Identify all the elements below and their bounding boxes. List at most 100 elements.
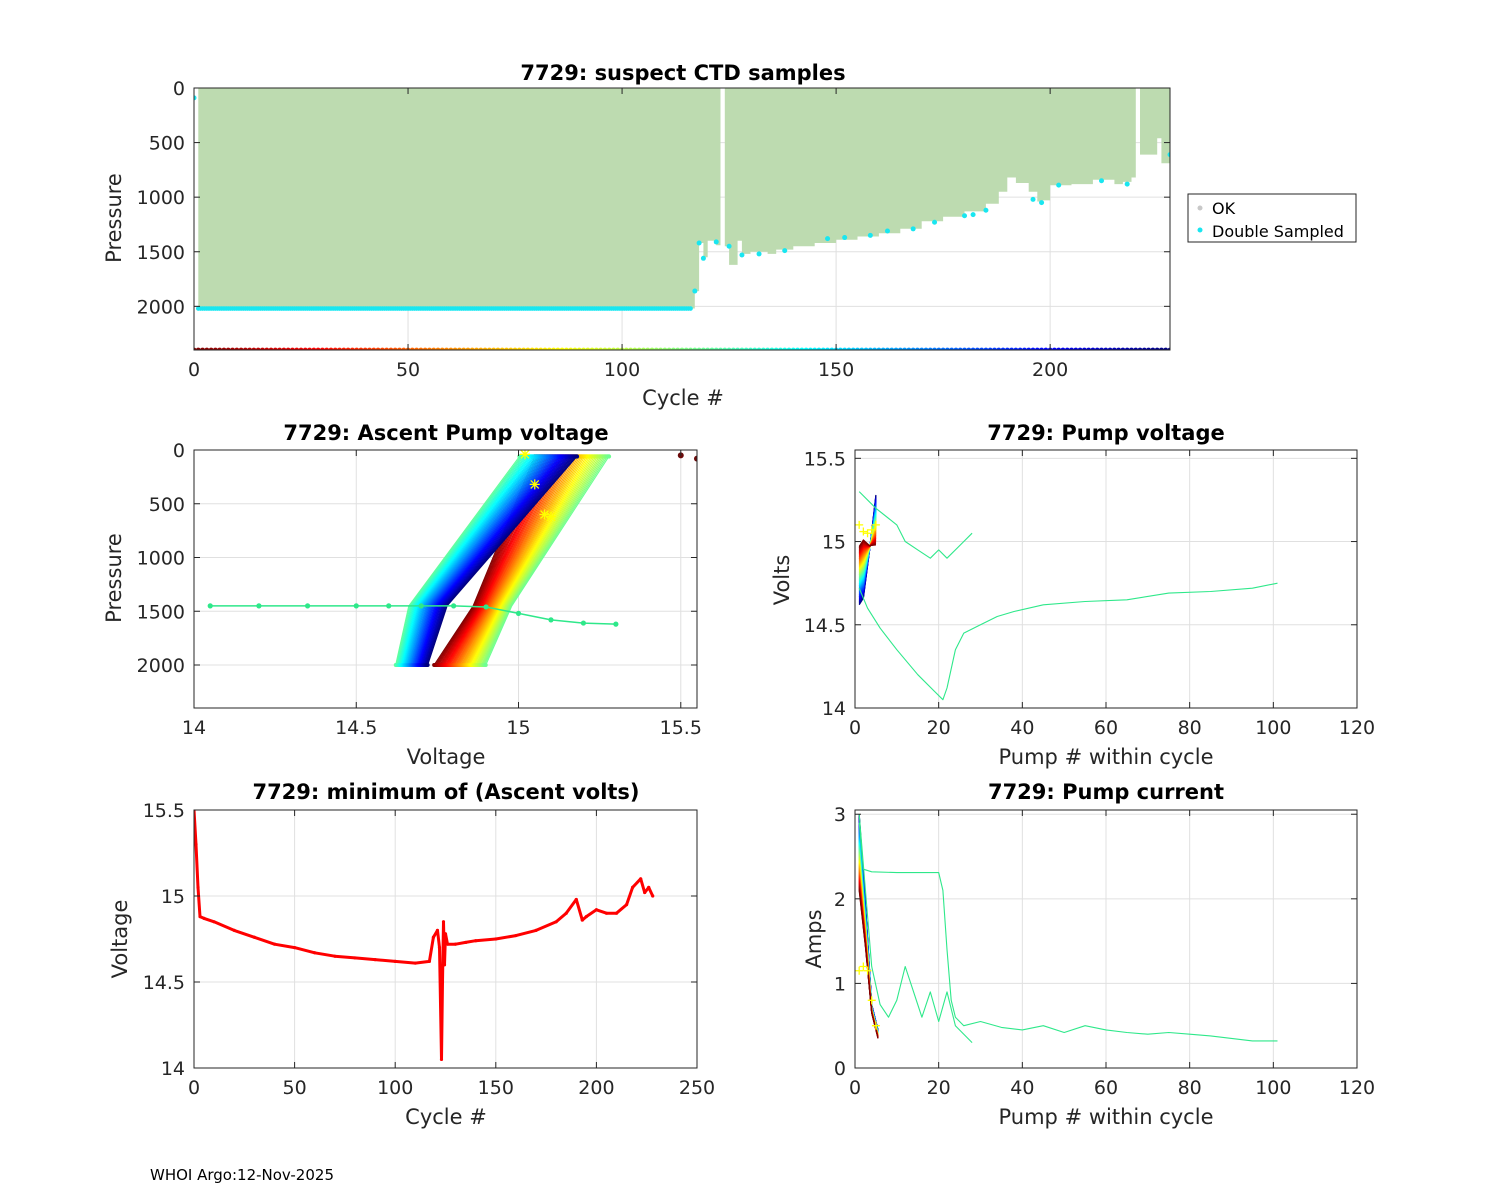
double-sampled-point	[700, 255, 706, 261]
pumpi-xtick-label: 20	[927, 1077, 951, 1099]
cycle-color-marker	[752, 347, 758, 350]
cycle-color-marker	[820, 347, 826, 350]
chart-pump-current-ylabel: Amps	[802, 909, 826, 968]
ascent-profile-point	[483, 663, 488, 667]
cycle-color-marker	[504, 347, 509, 350]
cycle-color-marker	[285, 347, 291, 350]
cycle-color-marker	[508, 347, 514, 350]
cycle-color-marker	[666, 347, 672, 350]
cycle-color-marker	[1013, 347, 1019, 350]
anomalous-cycle-point	[418, 603, 424, 609]
cycle-color-marker	[769, 347, 775, 350]
double-sampled-point	[1124, 181, 1130, 187]
cycle-color-marker	[743, 347, 749, 350]
ascent-profile-line	[471, 456, 591, 666]
cycle-color-marker	[542, 347, 548, 350]
ascent-profile-line	[485, 456, 610, 666]
cycle-color-marker	[469, 347, 475, 350]
cycle-color-marker	[208, 347, 214, 350]
cycle-color-marker	[525, 347, 531, 350]
cycle-color-marker	[795, 347, 800, 350]
ascent-profile-line	[476, 456, 597, 666]
cycle-color-marker	[701, 347, 706, 350]
minv-ytick-label: 14.5	[143, 972, 185, 994]
cycle-color-marker	[756, 347, 762, 350]
pumpv-ytick-label: 15	[822, 532, 846, 554]
cycle-color-marker	[264, 347, 270, 350]
cycle-color-marker	[1077, 347, 1083, 350]
min-volts-point	[194, 842, 198, 847]
ascent-profile-line	[457, 456, 570, 666]
min-volts-point	[440, 980, 445, 984]
pumpi-xtick-label: 120	[1339, 1077, 1375, 1099]
cycle-color-marker	[628, 347, 634, 350]
cycle-color-marker	[444, 347, 449, 350]
cycle-color-marker	[320, 347, 325, 350]
cycle-color-marker	[1154, 347, 1160, 350]
ctd-ytick-label: 2000	[137, 296, 185, 318]
highlight-star	[863, 529, 872, 538]
double-sampled-point	[194, 95, 197, 101]
chart-ascent: 7729: Ascent Pump voltage Voltage Pressu…	[102, 421, 702, 769]
ascent-xtick-label: 15	[506, 717, 530, 739]
cycle-color-marker	[546, 347, 552, 350]
cycle-color-marker	[474, 347, 479, 350]
cycle-color-marker	[529, 347, 535, 350]
cycle-color-marker	[850, 347, 856, 350]
cycle-color-marker	[837, 347, 843, 350]
double-sampled-point	[884, 228, 890, 234]
anomalous-cycle-point	[613, 621, 619, 627]
min-volts-point	[431, 935, 436, 939]
cycle-color-marker	[213, 347, 218, 350]
cycle-color-marker	[593, 347, 599, 350]
double-sampled-point	[1167, 152, 1170, 158]
cycle-color-marker	[889, 347, 895, 350]
cycle-color-marker	[773, 347, 779, 350]
ascent-profile-line	[481, 456, 605, 666]
anomalous-cycle-point	[386, 603, 392, 609]
cycle-color-marker	[1000, 347, 1006, 350]
min-volts-point	[639, 877, 643, 881]
min-volts-point	[464, 940, 468, 945]
minv-xtick-label: 150	[478, 1077, 514, 1099]
cycle-color-marker	[568, 347, 574, 350]
cycle-color-marker	[290, 347, 295, 350]
cycle-color-marker	[1103, 347, 1109, 350]
cycle-color-marker	[422, 347, 428, 350]
min-volts-point	[564, 911, 568, 915]
cycle-color-marker	[324, 347, 330, 350]
cycle-color-marker	[332, 347, 338, 350]
cycle-color-marker	[1146, 347, 1151, 350]
pumpi-ytick-label: 0	[834, 1058, 846, 1080]
ascent-profile-line	[465, 456, 581, 666]
minv-ytick-label: 15.5	[143, 800, 185, 822]
min-volts-point	[232, 928, 236, 933]
chart-pump-voltage: 7729: Pump voltage Pump # within cycle V…	[770, 421, 1375, 769]
cycle-color-marker	[748, 347, 753, 350]
double-sampled-point	[688, 306, 693, 311]
cycle-color-marker	[1056, 347, 1062, 350]
cycle-color-marker	[1022, 347, 1027, 350]
cycle-color-marker	[230, 347, 235, 350]
cycle-color-marker	[880, 347, 886, 350]
pumpv-xtick-label: 100	[1255, 717, 1291, 739]
double-sampled-point	[842, 235, 848, 241]
pumpi-xtick-label: 0	[849, 1077, 861, 1099]
cycle-color-marker	[392, 347, 398, 350]
chart-min-volts: 7729: minimum of (Ascent volts) Cycle # …	[108, 780, 715, 1129]
highlight-star	[539, 509, 550, 520]
min-volts-point	[373, 958, 377, 962]
anomalous-cycle-point	[304, 603, 311, 609]
cycle-color-marker	[409, 347, 415, 350]
cycle-color-marker	[247, 347, 253, 350]
highlight-star	[867, 996, 876, 1005]
cycle-color-marker	[1124, 347, 1130, 350]
cycle-color-marker	[255, 347, 261, 350]
min-volts-point	[353, 956, 357, 960]
cycle-color-marker	[885, 347, 890, 350]
chart-min-volts-title: 7729: minimum of (Ascent volts)	[252, 780, 639, 804]
cycle-color-marker	[534, 347, 539, 350]
cycle-color-marker	[375, 347, 381, 350]
cycle-color-marker	[688, 347, 693, 350]
cycle-color-marker	[713, 347, 719, 350]
